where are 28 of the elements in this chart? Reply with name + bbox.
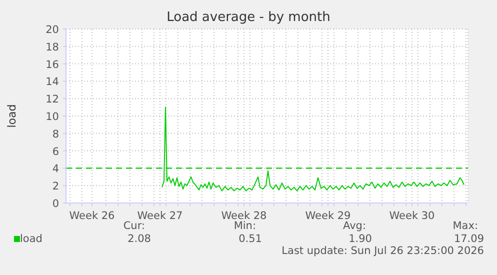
y-tick-label: 4 <box>52 163 60 176</box>
y-tick-label: 12 <box>46 94 59 106</box>
chart-title: Load average - by month <box>166 10 332 25</box>
text: 0.51 <box>238 233 262 245</box>
y-tick-label: 10 <box>46 111 59 123</box>
x-tick-label: Week 29 <box>305 210 351 222</box>
x-tick-label: Week 26 <box>69 210 116 222</box>
y-tick-label: 16 <box>46 58 60 71</box>
y-tick-label: 18 <box>46 41 59 54</box>
x-tick-label: Week 28 <box>221 210 267 222</box>
y-tick-label: 6 <box>52 146 60 158</box>
y-tick-label: 8 <box>52 128 59 140</box>
x-tick-label: Week 30 <box>389 210 435 222</box>
legend-label: load <box>20 233 42 245</box>
y-tick-label: 2 <box>52 180 59 193</box>
y-tick-label: 20 <box>46 24 59 36</box>
text: 1.90 <box>348 233 372 245</box>
text: Max: <box>452 220 478 232</box>
text: 2.08 <box>128 233 151 245</box>
text: Cur: <box>123 220 145 232</box>
y-tick-label: 14 <box>46 76 60 88</box>
y-axis-title: load <box>6 104 18 128</box>
x-tick-label: Week 27 <box>137 210 183 222</box>
y-tick-label: 0 <box>52 198 59 210</box>
text: Avg: <box>343 220 366 232</box>
text: 17.09 <box>454 233 484 245</box>
text: Min: <box>234 220 256 232</box>
text: Last update: Sun Jul 26 23:25:00 2026 <box>282 245 484 257</box>
